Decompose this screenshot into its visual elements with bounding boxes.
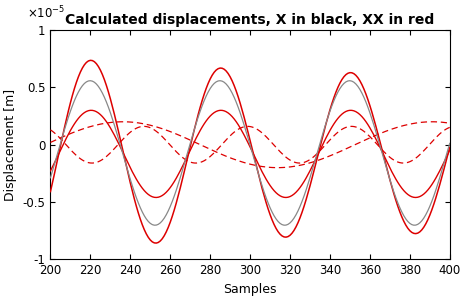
Text: $\times10^{-5}$: $\times10^{-5}$ <box>27 4 65 21</box>
X-axis label: Samples: Samples <box>223 283 277 296</box>
Title: Calculated displacements, X in black, XX in red: Calculated displacements, X in black, XX… <box>66 14 435 28</box>
Y-axis label: Displacement [m]: Displacement [m] <box>4 88 17 201</box>
